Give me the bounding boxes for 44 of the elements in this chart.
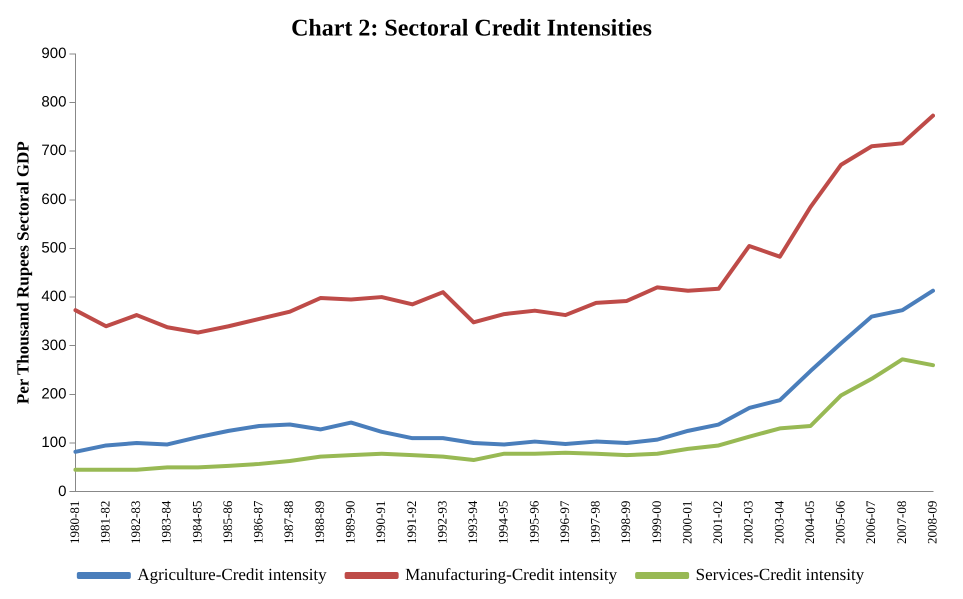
y-tick-label: 100 [41,434,66,452]
y-tick-label: 800 [41,94,66,111]
x-tick-label: 2001-02 [710,500,726,544]
x-tick-label: 1997-98 [588,500,603,544]
y-tick-label: 200 [41,386,66,403]
legend-label: Services-Credit intensity [696,564,865,584]
x-tick-label: 1987-88 [281,500,296,544]
x-tick-label: 1996-97 [556,500,572,544]
x-tick-label: 2008-09 [924,500,940,544]
x-tick-label: 1995-96 [526,500,542,544]
y-tick-label: 700 [41,142,66,160]
y-tick-label: 900 [41,44,66,62]
x-tick-label: 2007-08 [894,500,909,544]
y-tick-label: 400 [41,288,66,306]
x-tick-label: 2002-03 [740,500,756,544]
x-tick-label: 1986-87 [250,500,266,544]
y-tick-label: 0 [58,482,66,500]
x-tick-label: 1981-82 [97,500,112,544]
x-tick-label: 1988-89 [312,500,327,544]
x-tick-label: 1992-93 [434,500,450,544]
x-tick-label: 2005-06 [832,500,848,544]
y-tick-label: 500 [41,240,66,257]
x-tick-label: 2003-04 [771,500,786,544]
x-tick-label: 1980-81 [66,500,82,544]
legend-label: Manufacturing-Credit intensity [405,564,618,584]
x-tick-label: 1990-91 [373,500,388,544]
x-tick-label: 1993-94 [465,500,480,544]
x-tick-label: 2000-01 [679,500,694,544]
y-tick-label: 600 [41,190,66,208]
y-tick-label: 300 [41,336,66,354]
x-tick-label: 1999-00 [648,500,664,544]
x-tick-label: 1994-95 [496,500,511,544]
x-tick-label: 2004-05 [802,500,817,544]
x-tick-label: 1984-85 [189,500,204,544]
legend-label: Agriculture-Credit intensity [137,564,328,584]
x-tick-label: 1982-83 [128,500,144,544]
x-tick-label: 1991-92 [404,500,419,544]
x-tick-label: 1985-86 [220,500,235,544]
y-axis-title: Per Thousand Rupees Sectoral GDP [14,141,33,404]
x-tick-label: 1983-84 [158,500,174,544]
x-tick-label: 1998-99 [618,500,634,544]
x-tick-label: 1989-90 [342,500,358,544]
x-tick-label: 2006-07 [863,500,878,544]
chart-title: Chart 2: Sectoral Credit Intensities [291,16,652,42]
